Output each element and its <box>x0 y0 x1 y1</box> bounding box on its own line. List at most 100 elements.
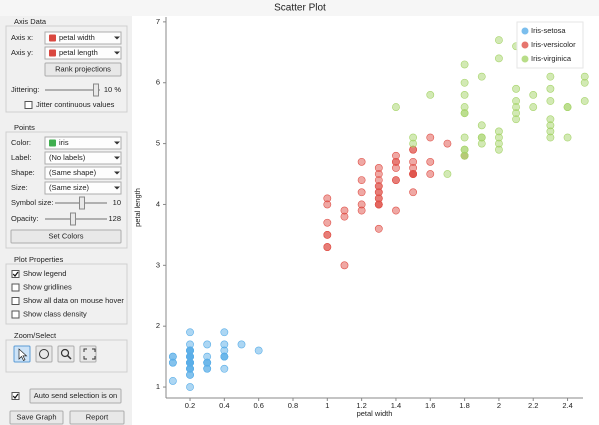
data-point <box>477 139 486 148</box>
data-point <box>495 127 503 136</box>
label: Color: <box>11 138 31 147</box>
data-point <box>323 230 332 239</box>
data-point <box>495 54 503 63</box>
label: 10 % <box>104 85 121 94</box>
x-tick-label: 0.2 <box>185 401 195 410</box>
checkbox[interactable] <box>11 283 20 292</box>
button[interactable] <box>9 410 64 425</box>
combo-box[interactable] <box>44 136 122 150</box>
group-box <box>5 131 128 249</box>
label: Axis Data <box>14 17 47 26</box>
data-point <box>409 157 418 166</box>
legend-label: Iris-versicolor <box>531 40 576 49</box>
data-point <box>323 243 332 251</box>
combo-box[interactable] <box>44 151 122 165</box>
data-point <box>426 170 435 178</box>
data-point <box>374 194 383 203</box>
label: iris <box>59 138 69 147</box>
slider-handle[interactable] <box>79 196 85 210</box>
label: Size: <box>11 183 28 192</box>
data-point <box>254 346 263 355</box>
label: Show legend <box>23 269 66 278</box>
button[interactable] <box>44 62 122 77</box>
combo-icon <box>49 139 56 147</box>
data-point <box>443 139 452 148</box>
data-point <box>580 72 589 81</box>
legend-label: Iris-virginica <box>531 54 572 63</box>
button[interactable] <box>10 229 122 244</box>
y-tick-label: 7 <box>156 17 160 26</box>
dropdown-arrow <box>114 156 120 160</box>
data-point <box>392 176 400 185</box>
data-point <box>426 157 435 166</box>
reset-zoom-icon <box>83 348 96 360</box>
slider-handle[interactable] <box>93 83 99 97</box>
data-point <box>495 36 503 45</box>
label: (Same shape) <box>49 168 97 177</box>
label: Label: <box>11 153 31 162</box>
data-point <box>186 358 194 367</box>
legend-label: Iris-setosa <box>531 26 566 35</box>
tool-button[interactable] <box>35 345 53 363</box>
data-point <box>357 157 366 166</box>
label: Save Graph <box>16 412 56 421</box>
pan-icon <box>39 349 49 359</box>
label: Shape: <box>11 168 35 177</box>
data-point <box>460 60 469 69</box>
combo-icon <box>49 34 56 42</box>
tool-button[interactable] <box>79 345 97 363</box>
y-tick-label: 5 <box>156 139 160 148</box>
slider-handle[interactable] <box>70 212 76 226</box>
data-point <box>186 328 194 337</box>
data-point <box>357 200 366 209</box>
data-point <box>460 133 469 142</box>
data-point <box>443 170 452 178</box>
check-mark <box>12 271 19 277</box>
label: Jittering: <box>11 85 39 94</box>
y-axis-label: petal length <box>133 188 142 227</box>
data-point <box>563 103 572 111</box>
checkbox[interactable] <box>11 297 20 305</box>
label: Jitter continuous values <box>36 100 115 109</box>
x-tick-label: 0.6 <box>253 401 263 410</box>
tool-button[interactable] <box>57 345 75 363</box>
combo-box[interactable] <box>44 181 122 195</box>
data-point <box>580 97 589 105</box>
button[interactable] <box>69 410 125 425</box>
checkbox[interactable] <box>24 101 33 109</box>
x-tick-label: 1.4 <box>391 401 401 410</box>
legend-marker <box>521 55 529 63</box>
checkbox[interactable] <box>11 270 20 278</box>
title-bar <box>0 0 599 16</box>
button[interactable] <box>29 388 122 404</box>
data-point <box>374 164 383 172</box>
data-point <box>392 206 400 215</box>
label: Set Colors <box>48 231 83 240</box>
data-point <box>546 84 555 93</box>
label: Symbol size: <box>11 198 54 207</box>
x-tick-label: 2.4 <box>562 401 572 410</box>
data-point <box>168 358 177 367</box>
data-point <box>546 127 555 136</box>
combo-box[interactable] <box>44 31 122 45</box>
label: Points <box>14 123 35 132</box>
data-point <box>426 133 435 142</box>
combo-box[interactable] <box>44 166 122 180</box>
data-point <box>546 97 555 105</box>
data-point <box>374 224 383 233</box>
y-tick-label: 4 <box>156 199 160 208</box>
data-point <box>477 72 486 81</box>
zoom-icon <box>60 348 70 358</box>
label: 128 <box>108 214 121 223</box>
data-point <box>237 340 246 349</box>
checkbox[interactable] <box>11 310 20 319</box>
checkbox[interactable] <box>11 392 20 400</box>
x-tick-label: 2 <box>497 401 501 410</box>
data-point <box>357 176 366 185</box>
dropdown-arrow <box>114 36 120 40</box>
x-tick-label: 1.2 <box>356 401 366 410</box>
label: Axis y: <box>11 48 33 57</box>
x-tick-label: 2.2 <box>528 401 538 410</box>
combo-box[interactable] <box>44 46 122 60</box>
data-point <box>529 91 538 99</box>
